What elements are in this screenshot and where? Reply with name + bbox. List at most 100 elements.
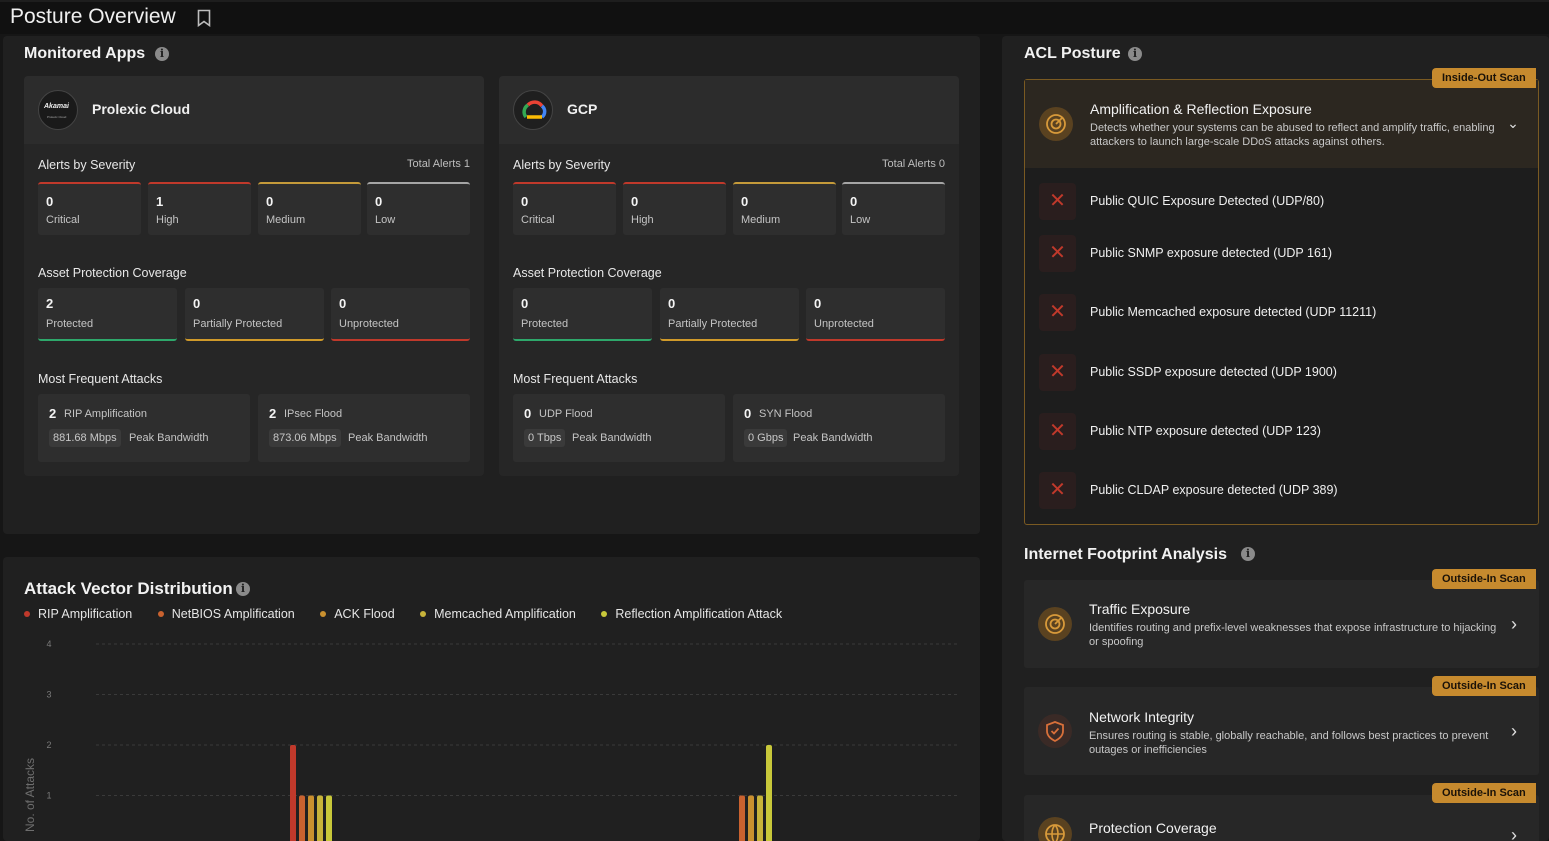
coverage-protected-tile[interactable]: 0 Protected — [513, 288, 652, 341]
network-integrity-card[interactable]: Network Integrity Ensures routing is sta… — [1024, 687, 1539, 775]
coverage-unprotected-tile[interactable]: 0 Unprotected — [806, 288, 945, 341]
chevron-right-icon[interactable]: › — [1511, 614, 1517, 634]
scan-badge: Outside-In Scan — [1432, 676, 1536, 696]
severity-critical-tile[interactable]: 0 Critical — [513, 182, 616, 235]
acl-posture-title: ACL Posture — [1024, 45, 1121, 62]
legend-dot-0 — [24, 610, 30, 617]
internet-footprint-title: Internet Footprint Analysis — [1024, 546, 1227, 563]
radar-icon — [1038, 607, 1072, 641]
bar-ack-flood[interactable] — [308, 795, 314, 841]
legend-item[interactable]: NetBIOS Amplification — [157, 607, 295, 621]
attack-vector-panel: Attack Vector Distribution i RIP Amplifi… — [3, 557, 980, 841]
coverage-protected-tile[interactable]: 2 Protected — [38, 288, 177, 341]
y-axis-label: No. of Attacks — [23, 758, 37, 832]
severity-medium-tile[interactable]: 0 Medium — [258, 182, 361, 235]
alerts-by-severity-title: Alerts by Severity — [38, 158, 136, 172]
monitored-apps-title: Monitored Apps — [24, 45, 146, 62]
close-icon: ✕ — [1039, 294, 1076, 331]
bar-reflection-amplification-attack[interactable] — [766, 745, 772, 841]
legend-dot-1 — [157, 610, 164, 617]
acl-item[interactable]: ✕ Public NTP exposure detected (UDP 123) — [1025, 411, 1538, 451]
chevron-right-icon[interactable]: › — [1511, 825, 1517, 841]
severity-high-tile[interactable]: 0 High — [623, 182, 726, 235]
alerts-by-severity-title: Alerts by Severity — [513, 158, 611, 172]
legend-dot-2 — [320, 610, 327, 617]
page-title: Posture Overview — [10, 5, 176, 28]
acl-item[interactable]: ✕ Public SNMP exposure detected (UDP 161… — [1025, 233, 1538, 273]
app-name: Prolexic Cloud — [92, 101, 191, 117]
info-icon[interactable]: i — [1241, 547, 1255, 561]
most-frequent-attacks-title: Most Frequent Attacks — [513, 372, 638, 386]
right-panel: ACL Posture i Amplification & Reflection… — [1002, 36, 1549, 841]
acl-item[interactable]: ✕ Public SSDP exposure detected (UDP 190… — [1025, 352, 1538, 392]
monitored-apps-panel: Monitored Apps i ‹ › Akamai Prolexic Clo… — [3, 36, 980, 534]
bookmark-icon[interactable] — [197, 9, 211, 27]
bar-netbios-amplification[interactable] — [299, 795, 305, 841]
app-card-header: GCP — [499, 76, 959, 144]
legend-item[interactable]: Memcached Amplification — [420, 607, 576, 621]
chart-title: Attack Vector Distribution — [24, 579, 233, 598]
legend-item[interactable]: Reflection Amplification Attack — [601, 607, 782, 621]
akamai-logo-icon: Akamai Prolexic Cloud — [38, 90, 78, 130]
close-icon: ✕ — [1039, 472, 1076, 509]
total-alerts: Total Alerts 1 — [407, 158, 470, 170]
info-icon[interactable]: i — [1128, 47, 1142, 61]
close-icon: ✕ — [1039, 235, 1076, 272]
app-card-gcp[interactable]: GCP Alerts by Severity Total Alerts 0 0 … — [499, 76, 959, 476]
bar-ack-flood[interactable] — [748, 795, 754, 841]
gcp-logo-icon — [513, 90, 553, 130]
coverage-unprotected-tile[interactable]: 0 Unprotected — [331, 288, 470, 341]
asset-protection-title: Asset Protection Coverage — [513, 266, 662, 280]
radar-icon — [1039, 107, 1073, 141]
y-tick-label: 3 — [46, 690, 51, 700]
bar-memcached-amplification[interactable] — [317, 795, 323, 841]
attack-card[interactable]: 2 IPsec Flood 873.06 Mbps Peak Bandwidth — [258, 394, 470, 462]
coverage-partial-tile[interactable]: 0 Partially Protected — [660, 288, 799, 341]
acl-card-description: Detects whether your systems can be abus… — [1090, 122, 1495, 148]
info-icon[interactable]: i — [236, 582, 250, 596]
scan-badge: Outside-In Scan — [1432, 783, 1536, 803]
scan-badge: Outside-In Scan — [1432, 569, 1536, 589]
info-icon[interactable]: i — [155, 47, 169, 61]
chevron-down-icon[interactable]: ⌄ — [1507, 115, 1519, 131]
top-bar: Posture Overview — [0, 0, 1549, 34]
y-tick-label: 2 — [46, 740, 51, 750]
severity-low-tile[interactable]: 0 Low — [367, 182, 470, 235]
bar-memcached-amplification[interactable] — [757, 795, 763, 841]
acl-posture-card: Amplification & Reflection Exposure Dete… — [1024, 79, 1539, 525]
bar-netbios-amplification[interactable] — [739, 795, 745, 841]
y-tick-label: 1 — [46, 791, 51, 801]
bar-reflection-amplification-attack[interactable] — [326, 795, 332, 841]
close-icon: ✕ — [1039, 413, 1076, 450]
traffic-exposure-card[interactable]: Traffic Exposure Identifies routing and … — [1024, 580, 1539, 668]
acl-item[interactable]: ✕ Public CLDAP exposure detected (UDP 38… — [1025, 470, 1538, 510]
scan-badge: Inside-Out Scan — [1432, 68, 1536, 88]
shield-icon — [1038, 714, 1072, 748]
acl-card-header[interactable]: Amplification & Reflection Exposure Dete… — [1025, 80, 1538, 168]
legend-item[interactable]: RIP Amplification — [24, 607, 132, 621]
attack-card[interactable]: 2 RIP Amplification 881.68 Mbps Peak Ban… — [38, 394, 250, 462]
severity-low-tile[interactable]: 0 Low — [842, 182, 945, 235]
coverage-partial-tile[interactable]: 0 Partially Protected — [185, 288, 324, 341]
attack-card[interactable]: 0 SYN Flood 0 Gbps Peak Bandwidth — [733, 394, 945, 462]
legend-item[interactable]: ACK Flood — [320, 607, 395, 621]
acl-item[interactable]: ✕ Public QUIC Exposure Detected (UDP/80) — [1025, 181, 1538, 221]
severity-medium-tile[interactable]: 0 Medium — [733, 182, 836, 235]
chart-legend: RIP Amplification NetBIOS Amplification … — [24, 607, 804, 621]
close-icon: ✕ — [1039, 354, 1076, 391]
bar-rip-amplification[interactable] — [290, 745, 296, 841]
severity-critical-tile[interactable]: 0 Critical — [38, 182, 141, 235]
app-card-prolexic[interactable]: Akamai Prolexic Cloud Prolexic Cloud Ale… — [24, 76, 484, 476]
y-tick-label: 4 — [46, 639, 51, 649]
acl-item[interactable]: ✕ Public Memcached exposure detected (UD… — [1025, 292, 1538, 332]
acl-card-title: Amplification & Reflection Exposure — [1090, 101, 1312, 117]
attack-card[interactable]: 0 UDP Flood 0 Tbps Peak Bandwidth — [513, 394, 725, 462]
protection-coverage-card[interactable]: Protection Coverage › — [1024, 795, 1539, 841]
chevron-right-icon[interactable]: › — [1511, 721, 1517, 741]
severity-high-tile[interactable]: 1 High — [148, 182, 251, 235]
app-card-header: Akamai Prolexic Cloud Prolexic Cloud — [24, 76, 484, 144]
close-icon: ✕ — [1039, 183, 1076, 220]
legend-dot-4 — [601, 610, 608, 617]
attack-vector-chart: No. of Attacks 1 2 3 4 — [23, 639, 960, 841]
most-frequent-attacks-title: Most Frequent Attacks — [38, 372, 163, 386]
